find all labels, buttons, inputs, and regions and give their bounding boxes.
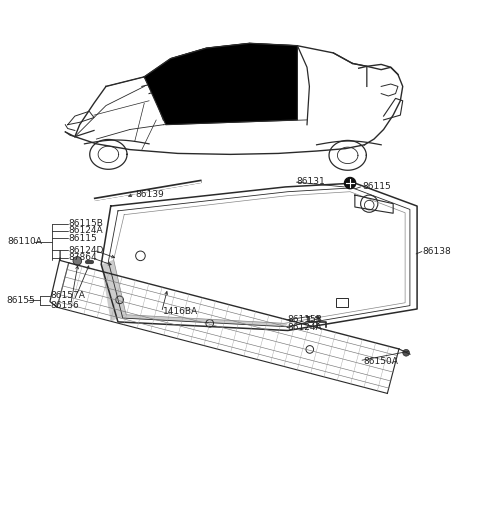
Bar (336, 298, 348, 307)
Text: 86115B: 86115B (288, 316, 323, 325)
Text: 86139: 86139 (136, 190, 165, 199)
Polygon shape (101, 260, 126, 322)
Text: 86124A: 86124A (69, 227, 103, 236)
Circle shape (73, 257, 82, 265)
Text: 86115: 86115 (362, 182, 391, 191)
Text: 1416BA: 1416BA (162, 307, 198, 316)
Text: 86115B: 86115B (69, 219, 104, 228)
Circle shape (344, 178, 356, 189)
Text: 86115: 86115 (69, 233, 97, 242)
Text: 86157A: 86157A (50, 291, 85, 300)
Text: 86124D: 86124D (69, 246, 104, 255)
Circle shape (403, 349, 409, 356)
Text: 86124A: 86124A (288, 323, 323, 332)
Text: 86156: 86156 (50, 300, 79, 310)
Polygon shape (118, 315, 288, 327)
Text: 86131: 86131 (297, 177, 325, 186)
Text: 86150A: 86150A (363, 357, 398, 366)
Text: 86110A: 86110A (8, 238, 43, 247)
Text: 87864: 87864 (69, 253, 97, 262)
Text: 86138: 86138 (423, 247, 452, 256)
Polygon shape (144, 43, 298, 125)
Text: 86155: 86155 (6, 296, 35, 305)
